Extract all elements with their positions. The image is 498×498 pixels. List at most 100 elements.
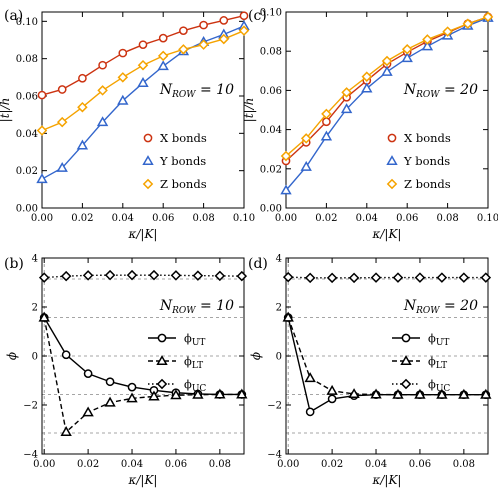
data-point [61,350,71,360]
data-point [157,50,169,62]
data-point [148,390,160,401]
x-tick-label: 0.00 [31,213,53,224]
x-tick-label: 0.10 [233,213,255,224]
data-point [138,40,148,50]
data-point [82,270,94,281]
data-point [236,388,248,399]
y-axis-label: |t|/h [0,98,12,123]
legend-label: Y bonds [159,154,206,168]
data-point [127,382,137,392]
data-point [348,272,360,284]
y-tick-label: 0.08 [16,54,38,65]
data-point [458,272,470,283]
legend-label: ϕUC [184,377,206,394]
data-point [104,396,116,407]
data-point [361,71,373,82]
data-point [421,40,434,51]
data-point [56,116,68,128]
data-point [348,388,360,399]
legend-marker [156,378,168,390]
data-point [157,60,169,71]
data-point [198,39,209,50]
data-point [214,388,226,399]
x-axis-label: κ/|K| [372,473,402,487]
data-point [480,272,492,283]
x-tick-label: 0.04 [365,459,387,470]
data-point [118,48,128,58]
panel-label: (b) [4,256,24,272]
data-point [239,11,249,21]
data-point [78,73,87,83]
y-tick-label: 0.02 [16,166,38,177]
legend-label: ϕLT [184,354,203,371]
data-point [300,133,312,144]
data-point [327,394,337,404]
y-axis-label: ϕ [249,352,263,360]
x-tick-label: 0.10 [477,213,498,224]
y-tick-label: 0.02 [260,164,282,175]
data-point [436,388,448,399]
data-point [98,60,107,70]
panel-label: (d) [248,256,268,272]
data-point [97,85,108,96]
data-point [37,90,47,100]
data-point [326,272,338,284]
panel-label: (c) [248,8,267,24]
legend-marker [143,133,153,143]
plot-frame [41,11,245,209]
data-point [480,388,492,399]
legend-label: ϕUT [184,331,205,348]
data-point [236,270,248,282]
data-point [326,384,338,395]
data-point [38,272,50,283]
data-point [36,173,48,184]
data-point [117,94,129,105]
data-point [214,270,226,282]
data-point [282,271,294,283]
data-point [83,369,93,378]
x-tick-label: 0.06 [409,459,431,470]
data-point [117,72,129,83]
data-point [322,117,331,127]
data-point [105,377,115,387]
y-tick-label: 0.06 [16,92,38,103]
x-tick-label: 0.04 [121,459,143,470]
y-tick-label: 0.06 [260,86,282,97]
data-point [82,406,94,417]
x-tick-label: 0.00 [275,213,297,224]
data-point [199,20,208,30]
y-tick-label: 0.04 [260,125,282,136]
data-point [401,52,413,63]
y-tick-label: 4 [32,254,38,265]
legend-label: Y bonds [403,154,450,168]
y-tick-label: 0 [276,352,282,363]
data-point [137,59,149,71]
row-count-annotation: NROW = 20 [403,82,478,100]
x-tick-label: 0.08 [436,213,458,224]
x-tick-label: 0.02 [71,213,93,224]
data-point [414,272,426,283]
data-point [340,103,353,114]
series-line [44,274,242,279]
data-point [179,26,188,36]
series-line [288,276,486,279]
data-point [192,388,204,399]
data-point [392,388,404,399]
data-point [414,388,426,399]
data-point [96,116,109,127]
x-tick-label: 0.02 [321,459,343,470]
panel-label: (a) [4,8,23,24]
data-point [436,272,448,283]
data-point [280,184,292,195]
x-tick-label: 0.08 [209,459,231,470]
panel-a: 0.00 0.02 0.04 0.06 0.08 0.10 0.00 0.02 0.04 0.06… [0,8,255,241]
data-point [178,44,189,55]
legend-label: Z bonds [160,177,207,191]
data-point [77,101,88,113]
data-point [60,426,72,436]
legend-marker [386,155,398,166]
x-tick-label: 0.04 [356,213,378,224]
legend-marker [387,133,397,143]
data-point [36,125,48,136]
